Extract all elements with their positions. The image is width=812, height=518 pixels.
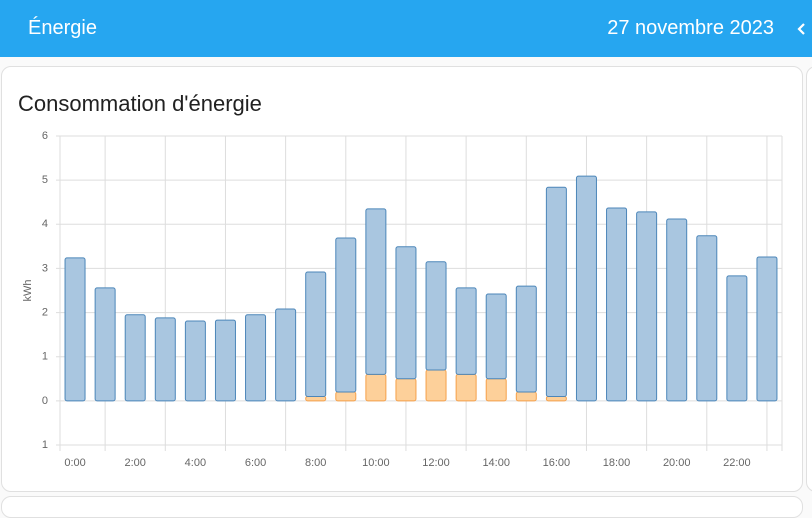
bar	[515, 285, 537, 393]
bar	[485, 293, 507, 380]
bar	[756, 256, 778, 402]
bar	[515, 391, 537, 402]
y-tick-label: 1	[42, 439, 48, 451]
bar	[726, 275, 748, 402]
x-tick-label: 0:00	[64, 457, 85, 469]
bar	[606, 207, 628, 402]
x-tick-label: 6:00	[245, 457, 266, 469]
x-tick-label: 2:00	[124, 457, 145, 469]
x-tick-label: 22:00	[723, 457, 751, 469]
bar	[575, 175, 597, 402]
bar	[485, 378, 507, 402]
bar	[455, 373, 477, 402]
bar	[154, 317, 176, 402]
x-tick-label: 4:00	[185, 457, 206, 469]
x-tick-label: 10:00	[362, 457, 390, 469]
y-tick-label: 1	[42, 351, 48, 363]
y-tick-label: 3	[42, 262, 48, 274]
x-tick-label: 12:00	[422, 457, 450, 469]
bar	[124, 314, 146, 402]
bar	[275, 308, 297, 402]
bar	[365, 373, 387, 402]
bar	[455, 287, 477, 375]
bar	[425, 369, 447, 402]
y-tick-label: 0	[42, 395, 48, 407]
bar	[545, 395, 567, 402]
bar	[335, 391, 357, 402]
x-tick-label: 18:00	[603, 457, 631, 469]
y-tick-label: 6	[42, 130, 48, 142]
header-title: Énergie	[28, 17, 97, 39]
x-tick-label: 16:00	[543, 457, 571, 469]
x-tick-label: 20:00	[663, 457, 691, 469]
bar	[395, 378, 417, 402]
bar	[666, 218, 688, 402]
chevron[interactable]	[0, 0, 812, 57]
bar	[365, 208, 387, 375]
bar	[425, 261, 447, 371]
bar	[214, 319, 236, 402]
y-tick-label: 5	[42, 174, 48, 186]
bar	[184, 320, 206, 402]
bar	[636, 211, 658, 402]
bar	[545, 186, 567, 397]
y-tick-label: 4	[42, 218, 48, 230]
bar	[395, 246, 417, 380]
bar	[696, 235, 718, 402]
chart: 1 0 1 2 3 4 5 6 kWh 0:00 2:00 4:00 6:00 8:00 10:00 12:0…	[22, 130, 783, 469]
x-tick-label: 14:00	[482, 457, 510, 469]
x-tick-label: 8:00	[305, 457, 326, 469]
y-tick-label: 2	[42, 306, 48, 318]
y-axis-label: kWh	[22, 280, 34, 302]
bar	[64, 257, 86, 402]
bar	[335, 237, 357, 393]
header-date[interactable]: 27 novembre 2023	[607, 17, 774, 39]
bar	[305, 271, 327, 397]
bar	[245, 314, 267, 402]
app-header: Énergie 27 novembre 2023	[0, 0, 812, 57]
bar	[305, 395, 327, 402]
card-title: Consommation d'énergie	[18, 91, 262, 116]
bar	[94, 287, 116, 402]
